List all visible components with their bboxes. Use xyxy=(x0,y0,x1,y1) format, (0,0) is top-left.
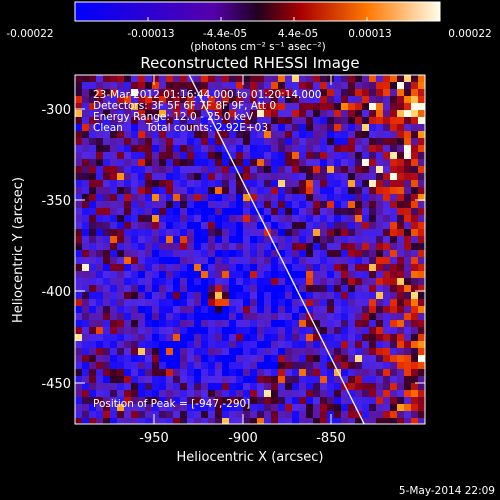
detectors-text: Detectors: 3F 5F 6F 7F 8F 9F, Att 0 xyxy=(93,100,276,112)
y-tick-label: -400 xyxy=(41,285,71,300)
colorbar-tick-label: -0.00013 xyxy=(127,28,174,40)
colorbar-units-label: (photons cm⁻² s⁻¹ asec⁻²) xyxy=(190,41,325,53)
y-tick-label: -300 xyxy=(41,103,71,118)
axis-ticks xyxy=(75,75,425,424)
colorbar-tick-label: -0.00022 xyxy=(6,28,53,40)
y-tick-label: -450 xyxy=(41,377,71,392)
info-block: 23-Mar-2012 01:16:44.000 to 01:20:14.000… xyxy=(93,89,321,410)
time-range-text: 23-Mar-2012 01:16:44.000 to 01:20:14.000 xyxy=(93,89,321,101)
colorbar-tick-label: 4.4e-05 xyxy=(278,28,318,40)
total-counts-text: Total counts: 2.92E+03 xyxy=(145,122,268,134)
footer-date: 5-May-2014 22:09 xyxy=(399,485,495,497)
x-tick-label: -950 xyxy=(139,431,169,446)
clean-text: Clean xyxy=(93,122,123,134)
x-tick-label: -900 xyxy=(228,431,258,446)
y-tick-label: -350 xyxy=(41,194,71,209)
colorbar-tick-label: 0.00013 xyxy=(348,28,391,40)
colorbar-tick-label: -4.4e-05 xyxy=(203,28,247,40)
colorbar-tick-label: 0.00022 xyxy=(448,28,491,40)
peak-position-text: Position of Peak = [-947,-290] xyxy=(93,398,250,410)
energy-range-text: Energy Range: 12.0 - 25.0 keV xyxy=(93,111,254,123)
plot-title: Reconstructed RHESSI Image xyxy=(140,54,359,72)
image-pixels xyxy=(75,75,425,424)
solar-limb-line xyxy=(188,75,365,424)
plot-frame xyxy=(74,74,426,425)
x-tick-label: -850 xyxy=(316,431,346,446)
colorbar-ticks xyxy=(74,17,441,21)
colorbar xyxy=(74,1,441,22)
y-axis-label: Heliocentric Y (arcsec) xyxy=(11,177,26,323)
x-axis-label: Heliocentric X (arcsec) xyxy=(177,450,324,465)
